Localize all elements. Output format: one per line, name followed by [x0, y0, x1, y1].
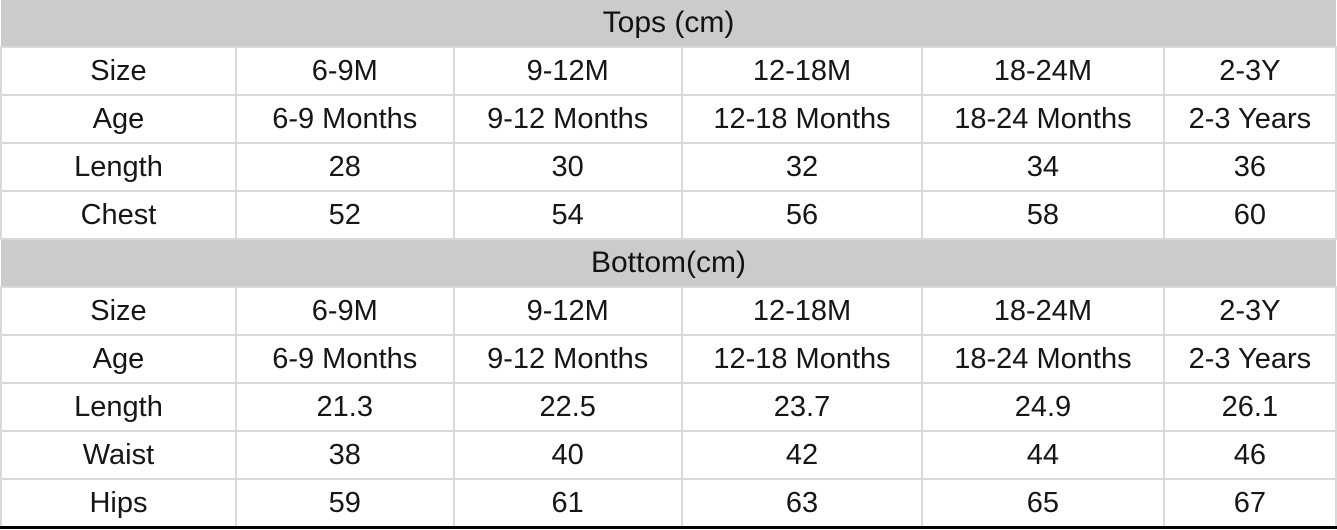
table-row: Size 6-9M 9-12M 12-18M 18-24M 2-3Y: [0, 286, 1337, 336]
table-cell: 54: [452, 190, 683, 240]
table-cell: 6-9M: [234, 46, 455, 96]
section-header-row-tops: Tops (cm): [1, 0, 1336, 47]
table-cell: 22.5: [452, 382, 683, 432]
row-label: Age: [0, 334, 237, 384]
table-cell: 63: [680, 478, 924, 529]
table-cell: 67: [1162, 478, 1337, 529]
table-cell: 6-9 Months: [234, 94, 455, 144]
section-title-tops: Tops (cm): [1, 0, 1336, 47]
table-cell: 6-9M: [234, 286, 455, 336]
table-cell: 30: [452, 142, 683, 192]
table-cell: 56: [680, 190, 924, 240]
table-cell: 23.7: [680, 382, 924, 432]
table-cell: 9-12M: [452, 286, 683, 336]
table-cell: 38: [234, 430, 455, 480]
table-row: Age 6-9 Months 9-12 Months 12-18 Months 18-2…: [0, 94, 1337, 144]
table-cell: 21.3: [234, 382, 455, 432]
table-cell: 26.1: [1162, 382, 1337, 432]
table-cell: 9-12 Months: [452, 94, 683, 144]
table-cell: 2-3 Years: [1162, 334, 1337, 384]
table-cell: 18-24M: [921, 286, 1165, 336]
table-row: Chest 52 54 56 58 60: [0, 190, 1337, 240]
table-cell: 24.9: [921, 382, 1165, 432]
row-label: Waist: [0, 430, 237, 480]
table-cell: 18-24M: [921, 46, 1165, 96]
row-label: Size: [0, 286, 237, 336]
table-row: Length 21.3 22.5 23.7 24.9 26.1: [0, 382, 1337, 432]
table-row: Hips 59 61 63 65 67: [0, 478, 1337, 529]
table-cell: 32: [680, 142, 924, 192]
row-label: Size: [0, 46, 237, 96]
table-cell: 28: [234, 142, 455, 192]
table-cell: 18-24 Months: [921, 334, 1165, 384]
table-cell: 2-3Y: [1162, 286, 1337, 336]
table-cell: 58: [921, 190, 1165, 240]
row-label: Chest: [0, 190, 237, 240]
table-cell: 34: [921, 142, 1165, 192]
table-cell: 9-12 Months: [452, 334, 683, 384]
table-cell: 40: [452, 430, 683, 480]
table-cell: 65: [921, 478, 1165, 529]
table-cell: 18-24 Months: [921, 94, 1165, 144]
table-row: Age 6-9 Months 9-12 Months 12-18 Months 18-2…: [0, 334, 1337, 384]
table-cell: 36: [1162, 142, 1337, 192]
table-cell: 12-18 Months: [680, 94, 924, 144]
table-row: Size 6-9M 9-12M 12-18M 18-24M 2-3Y: [0, 46, 1337, 96]
table-cell: 2-3Y: [1162, 46, 1337, 96]
table-cell: 9-12M: [452, 46, 683, 96]
table-cell: 2-3 Years: [1162, 94, 1337, 144]
table-cell: 59: [234, 478, 455, 529]
row-label: Length: [0, 382, 237, 432]
table-cell: 52: [234, 190, 455, 240]
table-cell: 42: [680, 430, 924, 480]
section-title-bottom: Bottom(cm): [1, 239, 1336, 287]
table-cell: 61: [452, 478, 683, 529]
table-cell: 12-18 Months: [680, 334, 924, 384]
table-cell: 12-18M: [680, 286, 924, 336]
row-label: Length: [0, 142, 237, 192]
section-header-row-bottom: Bottom(cm): [1, 239, 1336, 287]
table-cell: 46: [1162, 430, 1337, 480]
table-cell: 44: [921, 430, 1165, 480]
row-label: Age: [0, 94, 237, 144]
table-row: Length 28 30 32 34 36: [0, 142, 1337, 192]
row-label: Hips: [0, 478, 237, 529]
table-cell: 12-18M: [680, 46, 924, 96]
table-cell: 6-9 Months: [234, 334, 455, 384]
table-row: Waist 38 40 42 44 46: [0, 430, 1337, 480]
table-cell: 60: [1162, 190, 1337, 240]
